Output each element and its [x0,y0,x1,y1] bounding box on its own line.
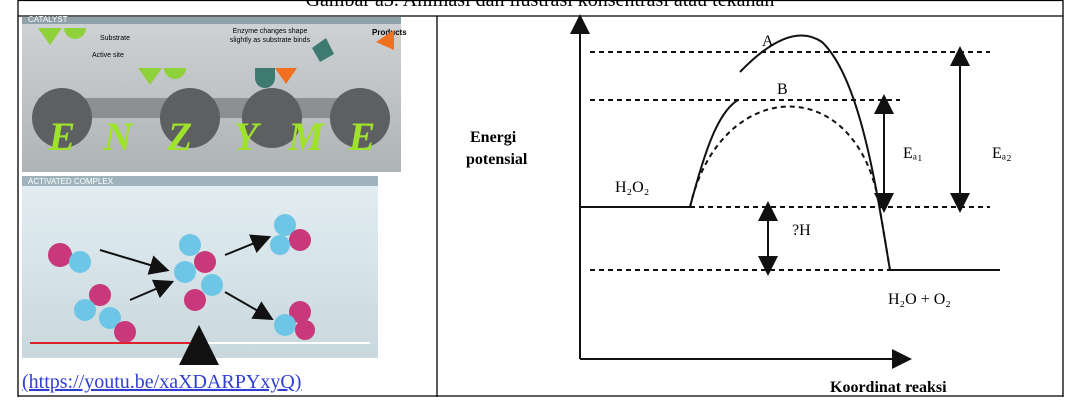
complex-image: ACTIVATED COMPLEX [22,176,378,360]
video-link[interactable]: (https://youtu.be/xaXDARPYxyQ) [22,371,301,393]
product-label: H₂O + O₂ [888,291,951,308]
enzyme-note: slightly as substrate binds [230,37,311,44]
x-axis-label: Koordinat reaksi [830,379,947,396]
y-axis-label: Energi [470,129,517,146]
page: Gambar a3. Animasi dan ilustrasi konsent… [0,0,1072,397]
enzyme-image: CATALYST Substrate Active site Enzyme ch… [22,15,407,172]
peak-label: A [762,33,774,50]
enzyme-letter: Y [234,114,262,159]
energy-label: Eₐ₂ [992,145,1012,162]
enthalpy-label: ?H [792,222,811,239]
enzyme-letter: E [48,114,76,159]
y-axis-label: potensial [466,151,528,168]
reactant-label: H₂O₂ [615,179,649,196]
image-label: ACTIVATED COMPLEX [28,177,114,186]
enzyme-note: Enzyme changes shape [233,28,308,35]
enzyme-letter: M [287,114,325,159]
header-title: Gambar a3. Animasi dan ilustrasi konsent… [306,0,775,11]
enzyme-letter: Z [167,114,192,159]
image-label: CATALYST [28,15,68,24]
peak-label: B [777,81,788,98]
enzyme-letter: E [348,114,376,159]
substrate-label: Substrate [100,35,130,42]
energy-diagram: Energi potensial Koordinat reaksi H₂O₂ H… [466,24,1012,396]
enzyme-letter: N [103,114,135,159]
active-site-label: Active site [92,52,124,59]
energy-label: Eₐ₁ [903,145,923,162]
video-link-text[interactable]: (https://youtu.be/xaXDARPYxyQ) [22,371,301,393]
